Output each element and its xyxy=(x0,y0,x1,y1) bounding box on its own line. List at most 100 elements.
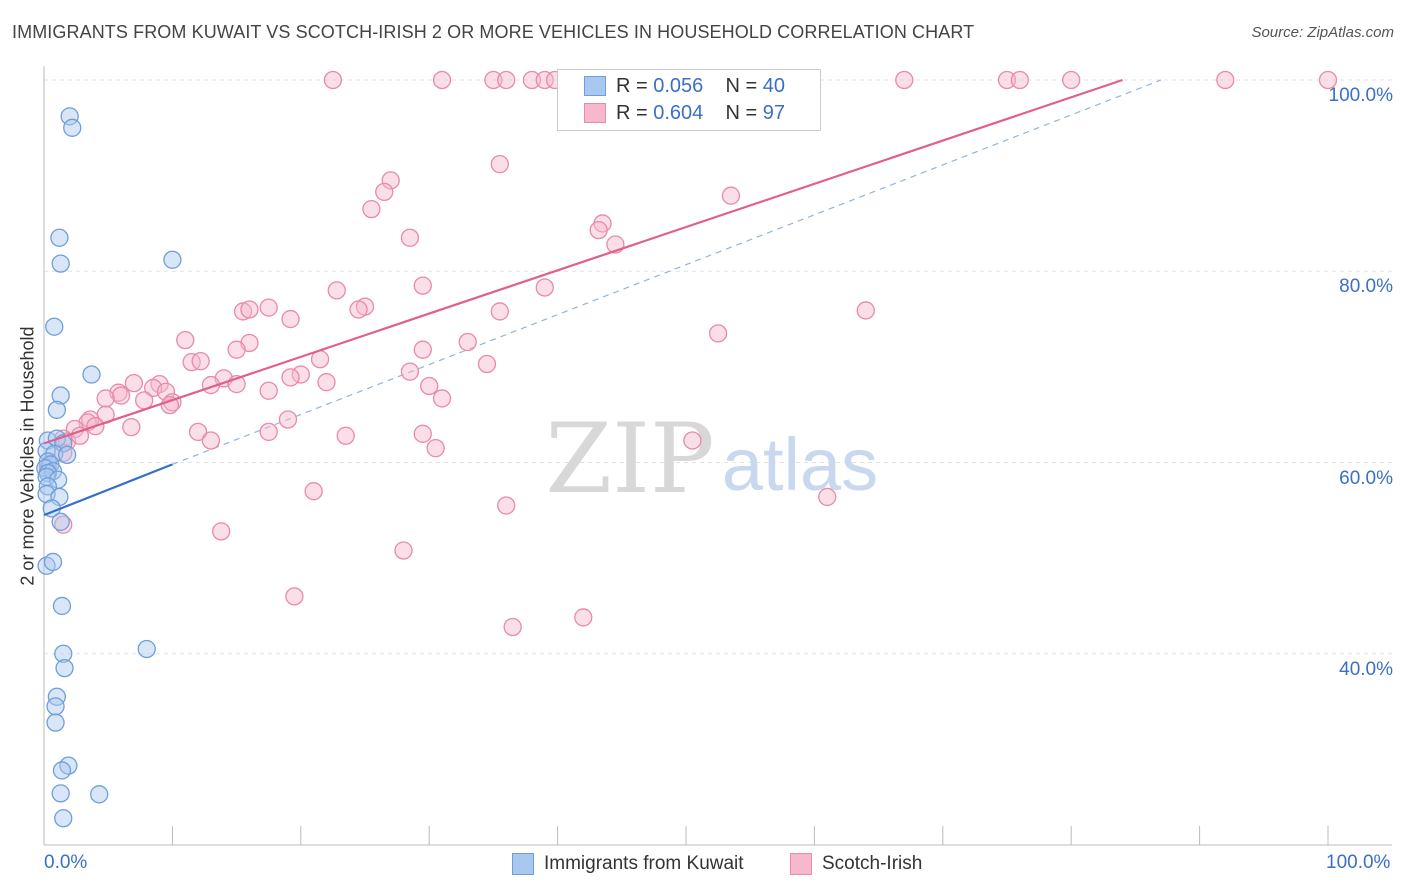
point-scotch xyxy=(54,515,73,534)
point-scotch xyxy=(259,381,278,400)
point-kuwait xyxy=(38,477,58,496)
point-scotch xyxy=(503,617,522,637)
point-kuwait xyxy=(55,658,74,678)
point-scotch xyxy=(135,391,154,410)
point-kuwait xyxy=(54,644,73,663)
point-kuwait xyxy=(51,512,70,531)
point-scotch xyxy=(1318,70,1338,90)
point-scotch xyxy=(1216,70,1235,90)
point-scotch xyxy=(281,368,300,387)
point-scotch xyxy=(70,426,90,445)
point-scotch xyxy=(413,276,432,295)
point-kuwait xyxy=(46,713,65,732)
y-tick-label: 100.0% xyxy=(1328,85,1393,106)
point-kuwait xyxy=(43,552,63,572)
point-scotch xyxy=(375,182,394,202)
y-tick-label: 60.0% xyxy=(1339,467,1393,489)
point-scotch xyxy=(856,301,875,320)
legend-r-value: 0.056 xyxy=(653,74,704,97)
point-scotch xyxy=(708,324,728,343)
point-kuwait xyxy=(51,254,70,273)
point-scotch xyxy=(191,351,210,371)
point-scotch xyxy=(535,70,554,90)
point-scotch xyxy=(400,362,420,381)
point-scotch xyxy=(278,410,298,429)
point-scotch xyxy=(420,376,439,396)
legend-r-label: R = xyxy=(616,74,654,97)
point-scotch xyxy=(490,302,509,321)
point-scotch xyxy=(1010,70,1029,90)
point-scotch xyxy=(233,302,253,321)
point-kuwait xyxy=(47,687,66,706)
x-tick-label-min: 0.0% xyxy=(44,852,88,873)
y-tick-label: 80.0% xyxy=(1339,276,1393,298)
point-scotch xyxy=(160,395,179,415)
point-kuwait xyxy=(45,317,64,336)
point-kuwait xyxy=(137,639,156,659)
legend-swatch-kuwait xyxy=(584,76,606,96)
point-scotch xyxy=(259,422,278,442)
legend-r-value: 0.604 xyxy=(653,101,704,124)
reference-dashed-line xyxy=(172,79,1162,465)
point-scotch xyxy=(201,431,221,450)
point-scotch xyxy=(458,332,477,352)
point-scotch xyxy=(336,426,355,445)
point-scotch xyxy=(362,199,381,219)
point-kuwait xyxy=(52,596,72,616)
trend-line-scotch xyxy=(43,78,1123,445)
bottom-legend-kuwait: Immigrants from Kuwait xyxy=(512,851,744,877)
point-scotch xyxy=(413,424,432,443)
point-scotch xyxy=(413,340,432,359)
point-scotch xyxy=(291,365,310,384)
watermark-atlas: atlas xyxy=(722,423,878,506)
watermark-zip: ZIP xyxy=(545,403,714,515)
point-scotch xyxy=(349,300,368,319)
point-scotch xyxy=(188,422,208,442)
point-kuwait xyxy=(57,445,77,465)
point-kuwait xyxy=(163,250,182,269)
point-scotch xyxy=(497,70,516,90)
point-scotch xyxy=(124,373,144,393)
legend-n-label: N = xyxy=(725,74,763,97)
point-scotch xyxy=(497,496,516,515)
point-scotch xyxy=(432,70,452,90)
point-scotch xyxy=(240,300,259,319)
point-scotch xyxy=(176,330,195,350)
point-scotch xyxy=(721,186,741,205)
bottom-legend-swatch-scotch xyxy=(790,853,812,875)
point-scotch xyxy=(327,281,346,300)
point-scotch xyxy=(522,70,542,90)
point-kuwait xyxy=(46,697,65,716)
point-kuwait xyxy=(54,809,73,828)
chart-title: IMMIGRANTS FROM KUWAIT VS SCOTCH-IRISH 2… xyxy=(12,22,975,42)
x-tick-label-max: 100.0% xyxy=(1326,852,1391,873)
point-scotch xyxy=(683,431,702,450)
legend-n-value: 40 xyxy=(762,74,786,97)
point-scotch xyxy=(895,70,914,90)
point-scotch xyxy=(122,417,141,437)
point-scotch xyxy=(111,386,131,405)
stats-legend: R = 0.056 N = 40 R = 0.604 N = 97 xyxy=(557,69,821,131)
bottom-legend-label-scotch: Scotch-Irish xyxy=(822,853,923,874)
bottom-legend-scotch: Scotch-Irish xyxy=(790,851,922,877)
trend-line-kuwait xyxy=(43,463,173,517)
point-kuwait xyxy=(51,784,70,803)
point-scotch xyxy=(432,389,452,408)
point-scotch xyxy=(281,309,300,329)
legend-r-label: R = xyxy=(616,101,654,124)
point-scotch xyxy=(212,522,231,541)
point-scotch xyxy=(317,373,336,392)
point-scotch xyxy=(381,171,400,190)
point-scotch xyxy=(535,278,554,297)
bottom-legend-label-kuwait: Immigrants from Kuwait xyxy=(544,853,744,874)
legend-n-label: N = xyxy=(725,101,763,124)
point-scotch xyxy=(304,482,323,501)
point-kuwait xyxy=(90,785,109,804)
point-kuwait xyxy=(51,386,70,405)
point-kuwait xyxy=(60,107,79,126)
point-scotch xyxy=(394,541,413,560)
point-kuwait xyxy=(52,761,72,780)
y-tick-label: 40.0% xyxy=(1339,658,1393,680)
point-scotch xyxy=(259,298,278,317)
bottom-legend-swatch-kuwait xyxy=(512,853,534,875)
